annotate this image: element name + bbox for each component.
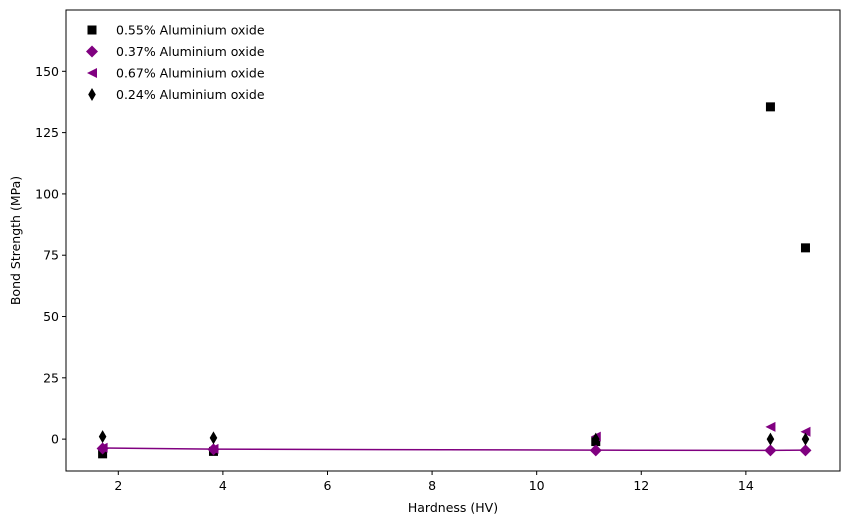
data-point	[800, 426, 811, 437]
legend-marker	[87, 25, 97, 35]
legend-item: 0.55% Aluminium oxide	[87, 23, 265, 38]
data-point	[589, 444, 602, 457]
x-tick-label: 2	[114, 478, 122, 493]
x-axis-label: Hardness (HV)	[408, 500, 498, 515]
y-axis-label: Bond Strength (MPa)	[8, 176, 23, 305]
legend-item: 0.24% Aluminium oxide	[88, 87, 265, 102]
data-point	[208, 443, 219, 454]
legend-marker	[86, 45, 98, 58]
plot-frame	[65, 9, 841, 472]
legend-label: 0.67% Aluminium oxide	[116, 66, 265, 81]
y-axis-ticks: 0 25 50 75 100 125 150	[35, 64, 66, 447]
y-tick-label: 0	[51, 432, 59, 447]
legend-label: 0.24% Aluminium oxide	[116, 87, 265, 102]
data-point	[209, 431, 218, 445]
x-tick-label: 6	[324, 478, 332, 493]
data-point	[766, 432, 775, 446]
y-tick-label: 50	[43, 309, 59, 324]
legend-item: 0.37% Aluminium oxide	[86, 44, 265, 59]
y-tick-label: 25	[43, 370, 59, 385]
data-point	[764, 444, 777, 457]
y-tick-label: 150	[35, 64, 59, 79]
legend-label: 0.55% Aluminium oxide	[116, 23, 265, 38]
y-tick-label: 100	[35, 186, 59, 201]
data-point	[591, 432, 600, 446]
legend-marker	[87, 68, 97, 78]
y-tick-label: 125	[35, 125, 59, 140]
legend-marker	[88, 88, 96, 101]
legend: 0.55% Aluminium oxide 0.37% Aluminium oxi…	[86, 23, 265, 102]
x-tick-label: 10	[529, 478, 545, 493]
points-layer	[96, 102, 812, 459]
x-tick-label: 4	[219, 478, 227, 493]
data-point	[801, 432, 810, 446]
data-point	[97, 442, 108, 453]
y-tick-label: 75	[43, 248, 59, 263]
data-point	[98, 430, 107, 444]
x-tick-label: 14	[738, 478, 754, 493]
data-point	[799, 444, 812, 457]
series-4-points	[98, 430, 810, 446]
data-point	[800, 243, 810, 253]
data-point	[765, 102, 775, 112]
x-axis-ticks: 2 4 6 8 10 12 14	[114, 471, 754, 493]
data-point	[765, 421, 776, 432]
x-tick-label: 12	[633, 478, 649, 493]
x-tick-label: 8	[428, 478, 436, 493]
legend-item: 0.67% Aluminium oxide	[87, 66, 265, 81]
legend-label: 0.37% Aluminium oxide	[116, 44, 265, 59]
